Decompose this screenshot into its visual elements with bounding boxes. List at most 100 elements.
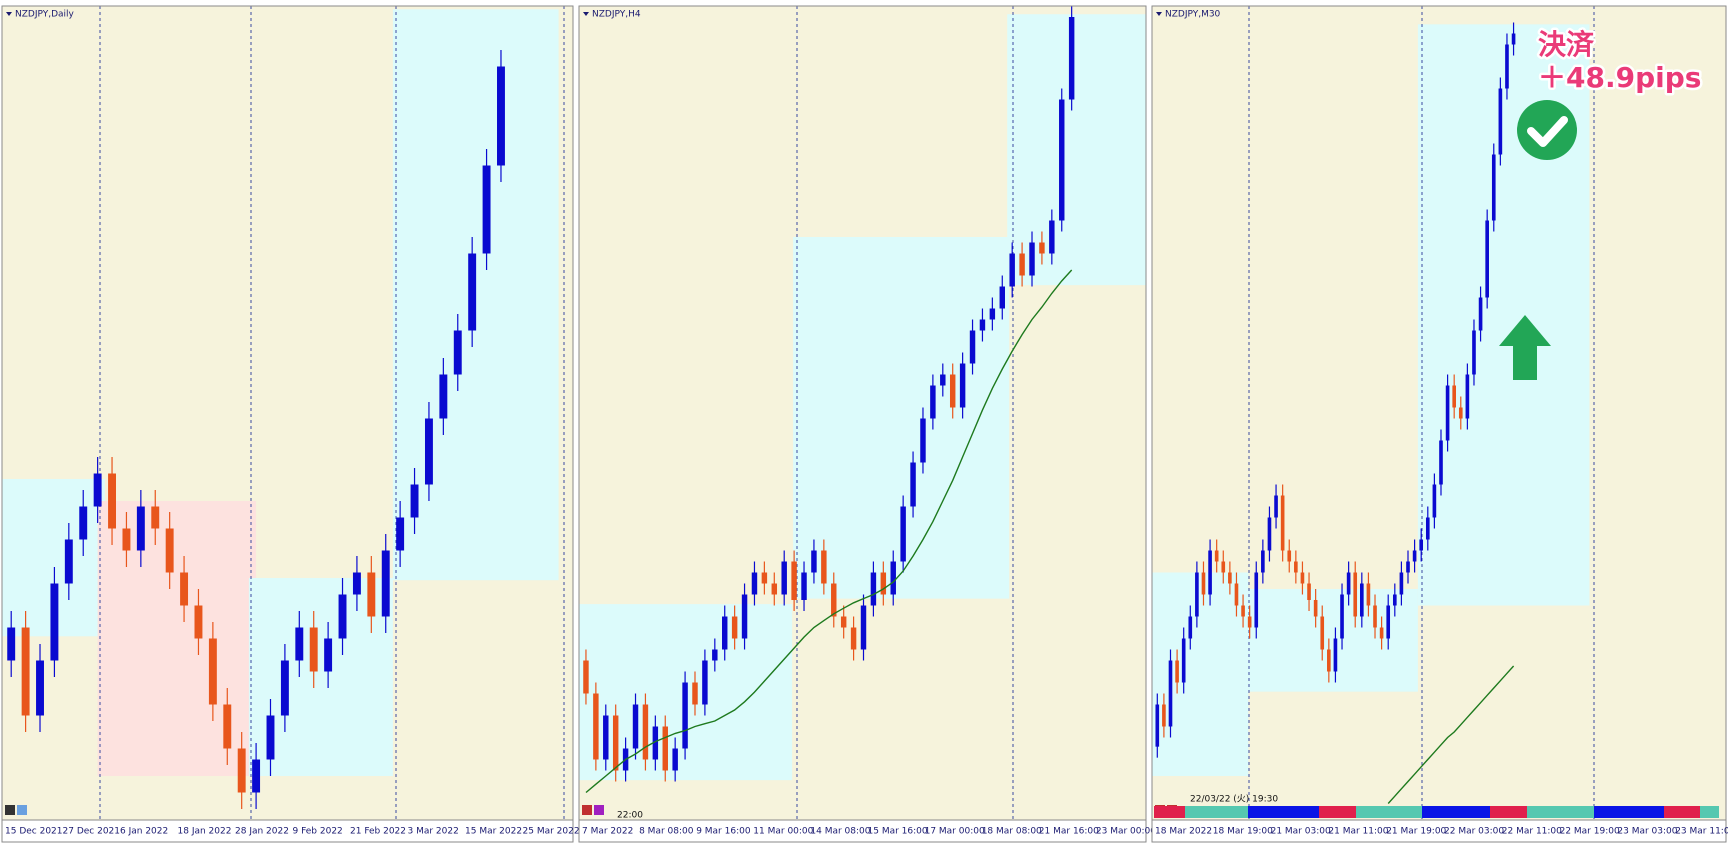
candle-body xyxy=(1491,154,1496,221)
price-zone xyxy=(1152,572,1249,776)
candle-body xyxy=(497,66,505,166)
x-tick-label: 21 Mar 03:00 xyxy=(1271,827,1331,837)
candle-body xyxy=(811,550,817,573)
x-tick-label: 14 Mar 08:00 xyxy=(810,827,870,837)
axis-frame xyxy=(1,819,574,843)
candle-body xyxy=(850,627,857,650)
panel-button xyxy=(5,805,15,815)
candle-body xyxy=(603,715,609,760)
candle-body xyxy=(1340,594,1344,639)
panel-button xyxy=(17,805,27,815)
candle-body xyxy=(920,418,926,463)
candle-body xyxy=(352,572,361,595)
candle-body xyxy=(1300,572,1305,584)
x-tick-label: 8 Mar 08:00 xyxy=(639,827,694,837)
candle-body xyxy=(180,572,189,606)
x-tick-label: 28 Jan 2022 xyxy=(235,827,289,837)
candle-body xyxy=(151,506,160,529)
candle-body xyxy=(1478,297,1483,331)
candle-body xyxy=(1208,550,1212,595)
candle-body xyxy=(712,649,718,661)
candle-body xyxy=(860,605,867,650)
candle-body xyxy=(1261,550,1265,573)
candle-body xyxy=(453,330,462,375)
candle-body xyxy=(612,715,619,771)
candle-body xyxy=(1425,517,1430,540)
candle-body xyxy=(930,385,936,419)
candle-body xyxy=(1181,638,1186,683)
candle-body xyxy=(781,561,787,595)
candle-body xyxy=(1228,572,1232,584)
chart-panel: NZDJPY,Daily 15 Dec 2021 27 Dec 2021 6 Jan … xyxy=(1,5,580,843)
candle-body xyxy=(1188,616,1193,639)
candle-body xyxy=(237,748,246,793)
axis-frame xyxy=(1151,819,1727,843)
panel-button xyxy=(582,805,592,815)
x-tick-label: 15 Mar 16:00 xyxy=(868,827,928,837)
strip-segment xyxy=(1185,806,1248,818)
candle-body xyxy=(1049,220,1055,254)
candle-body xyxy=(1505,44,1509,89)
price-zone xyxy=(1246,589,1418,692)
up-arrow xyxy=(1499,315,1551,380)
strip-segment xyxy=(1594,806,1664,818)
candle-body xyxy=(1379,627,1384,639)
strip-segment xyxy=(1356,806,1422,818)
x-tick-label: 9 Feb 2022 xyxy=(293,827,343,837)
candle-body xyxy=(324,638,333,672)
price-zone xyxy=(1007,14,1146,286)
x-tick-label: 22 Mar 11:00 xyxy=(1502,827,1562,837)
x-tick-label: 18 Jan 2022 xyxy=(178,827,232,837)
candle-body xyxy=(949,374,956,408)
title-arrow xyxy=(1156,12,1162,16)
chart-title: NZDJPY,M30 xyxy=(1165,10,1221,20)
candle-body xyxy=(50,583,59,661)
candle-body xyxy=(1068,17,1075,100)
candle-body xyxy=(295,627,304,661)
x-tick-label: 3 Mar 2022 xyxy=(408,827,459,837)
candle-body xyxy=(831,583,837,617)
candle-body xyxy=(702,660,708,705)
candle-body xyxy=(1327,649,1331,672)
candle-body xyxy=(1294,561,1298,573)
strip-segment xyxy=(1664,806,1700,818)
candle-body xyxy=(439,374,448,419)
candle-body xyxy=(1267,517,1272,551)
candle-body xyxy=(223,704,232,749)
candle-body xyxy=(940,374,946,386)
plot-area xyxy=(2,6,565,820)
candle-body xyxy=(79,506,88,540)
title-arrow xyxy=(6,12,12,16)
candle-body xyxy=(21,627,30,716)
strip-segment xyxy=(1422,806,1490,818)
candle-body xyxy=(1485,220,1489,298)
candle-body xyxy=(194,605,203,639)
candle-body xyxy=(64,539,73,584)
candle-body xyxy=(424,418,433,485)
candle-body xyxy=(7,627,16,661)
candle-body xyxy=(840,616,847,628)
candle-body xyxy=(1399,572,1404,595)
candle-body xyxy=(1287,550,1292,562)
candle-body xyxy=(593,693,599,760)
x-tick-label: 17 Mar 00:00 xyxy=(925,827,985,837)
candle-body xyxy=(93,473,102,507)
candle-body xyxy=(1175,660,1179,683)
x-tick-label: 21 Mar 11:00 xyxy=(1328,827,1388,837)
candle-body xyxy=(672,748,678,771)
candle-body xyxy=(396,517,405,551)
chart-title: NZDJPY,H4 xyxy=(592,10,641,20)
candle-body xyxy=(309,627,318,672)
x-tick-label: 25 Mar 2022 xyxy=(523,827,580,837)
candle-body xyxy=(900,506,906,562)
x-tick-label: 15 Dec 2021 xyxy=(5,827,63,837)
x-tick-label: 27 Dec 2021 xyxy=(63,827,121,837)
x-tick-label: 7 Mar 2022 xyxy=(582,827,633,837)
strip-segment xyxy=(1700,806,1719,818)
candle-body xyxy=(722,616,728,650)
candle-body xyxy=(1155,704,1160,747)
candle-body xyxy=(1333,638,1338,672)
candle-body xyxy=(1274,495,1278,518)
